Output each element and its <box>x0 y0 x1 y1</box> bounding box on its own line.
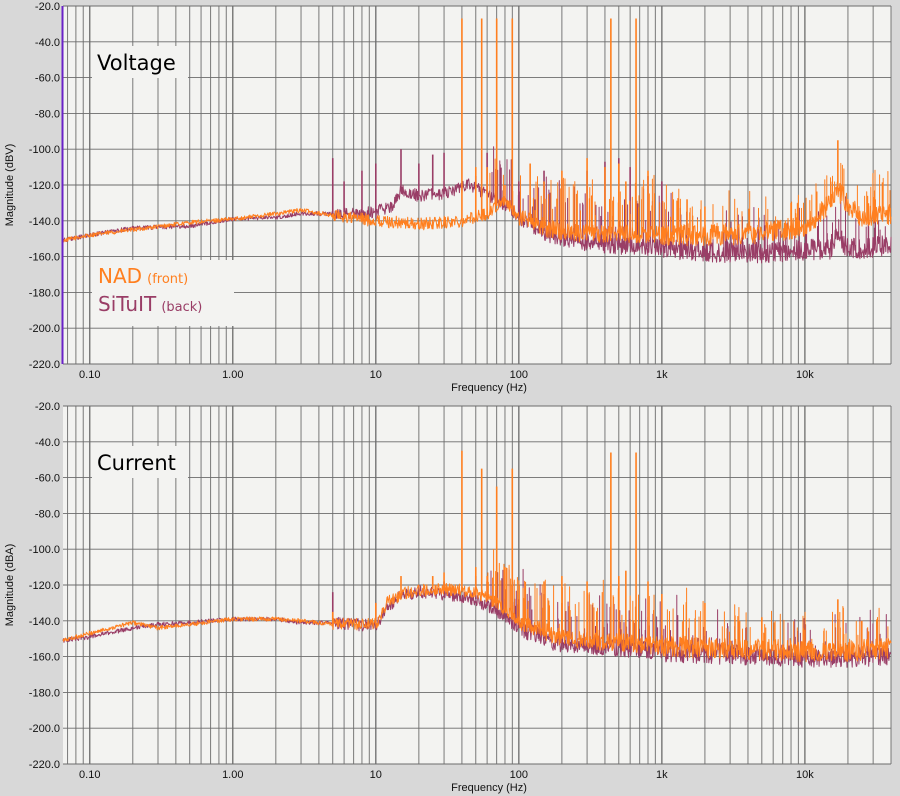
y-tick-label: -80.0 <box>35 108 60 120</box>
legend-nad-label: NAD <box>98 264 143 288</box>
series-line-situit <box>62 568 892 668</box>
y-tick-label: -20.0 <box>35 401 60 413</box>
legend-situit-label: SiTuIT <box>98 292 157 316</box>
y-tick-label: -220.0 <box>29 759 60 771</box>
series-line-nad <box>62 158 892 247</box>
y-tick-label: -180.0 <box>29 287 60 299</box>
panel-title: Current <box>97 451 176 475</box>
y-tick-label: -140.0 <box>29 616 60 628</box>
y-tick-label: -40.0 <box>35 437 60 449</box>
y-tick-label: -60.0 <box>35 73 60 85</box>
x-tick-label: 10 <box>370 369 382 381</box>
x-tick-label: 10k <box>796 369 814 381</box>
legend-nad-note: (front) <box>147 272 189 287</box>
legend-entry-situit: SiTuIT (back) <box>98 292 202 316</box>
y-tick-label: -200.0 <box>29 323 60 335</box>
panel-title-box <box>92 446 188 478</box>
x-tick-label: 1.00 <box>222 769 243 781</box>
x-tick-label: 1.00 <box>222 369 243 381</box>
panel-title-box <box>92 46 188 78</box>
y-tick-label: -200.0 <box>29 723 60 735</box>
legend-situit-note: (back) <box>161 300 203 315</box>
x-tick-label: 10k <box>796 769 814 781</box>
y-tick-label: -100.0 <box>29 544 60 556</box>
y-axis-label: Magnitude (dBA) <box>4 544 16 627</box>
y-tick-label: -140.0 <box>29 216 60 228</box>
y-tick-label: -160.0 <box>29 652 60 664</box>
x-tick-label: 1k <box>656 369 668 381</box>
x-tick-label: 100 <box>510 369 528 381</box>
x-tick-label: 10 <box>370 769 382 781</box>
panel-title: Voltage <box>97 51 176 75</box>
x-axis-label: Frequency (Hz) <box>451 782 527 794</box>
legend: NAD (front) SiTuIT (back) <box>92 260 234 326</box>
y-tick-label: -220.0 <box>29 359 60 371</box>
chart-panel-voltage: -20.0 -40.0 -60.0 -80.0 -100.0 -120.0 -140.0 -1… <box>4 1 892 394</box>
y-axis-label: Magnitude (dBV) <box>4 144 16 227</box>
y-tick-label: -60.0 <box>35 473 60 485</box>
y-tick-label: -20.0 <box>35 1 60 13</box>
y-tick-label: -120.0 <box>29 180 60 192</box>
y-tick-label: -180.0 <box>29 687 60 699</box>
x-tick-label: 100 <box>510 769 528 781</box>
y-tick-label: -160.0 <box>29 252 60 264</box>
y-tick-label: -100.0 <box>29 144 60 156</box>
x-axis-label: Frequency (Hz) <box>451 382 527 394</box>
series-line-nad <box>62 549 892 663</box>
y-tick-label: -80.0 <box>35 508 60 520</box>
x-tick-label: 0.10 <box>79 369 100 381</box>
y-tick-label: -120.0 <box>29 580 60 592</box>
y-tick-label: -40.0 <box>35 37 60 49</box>
legend-entry-nad: NAD (front) <box>98 264 188 288</box>
chart-panel-current: -20.0 -40.0 -60.0 -80.0 -100.0 -120.0 -140.0 -1… <box>4 401 892 794</box>
x-tick-label: 0.10 <box>79 769 100 781</box>
x-tick-label: 1k <box>656 769 668 781</box>
